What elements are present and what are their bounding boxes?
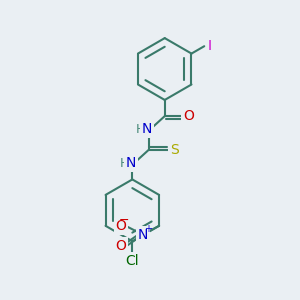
Text: N: N (138, 228, 148, 242)
Text: Cl: Cl (125, 254, 139, 268)
Text: H: H (119, 157, 129, 170)
Text: +: + (144, 224, 152, 234)
Text: O: O (116, 239, 126, 253)
Text: O: O (183, 109, 194, 123)
Text: −: − (119, 213, 130, 226)
Text: H: H (136, 123, 145, 136)
Text: O: O (116, 219, 126, 233)
Text: I: I (208, 39, 212, 53)
Text: N: N (142, 122, 152, 136)
Text: N: N (126, 156, 136, 170)
Text: S: S (170, 143, 178, 157)
